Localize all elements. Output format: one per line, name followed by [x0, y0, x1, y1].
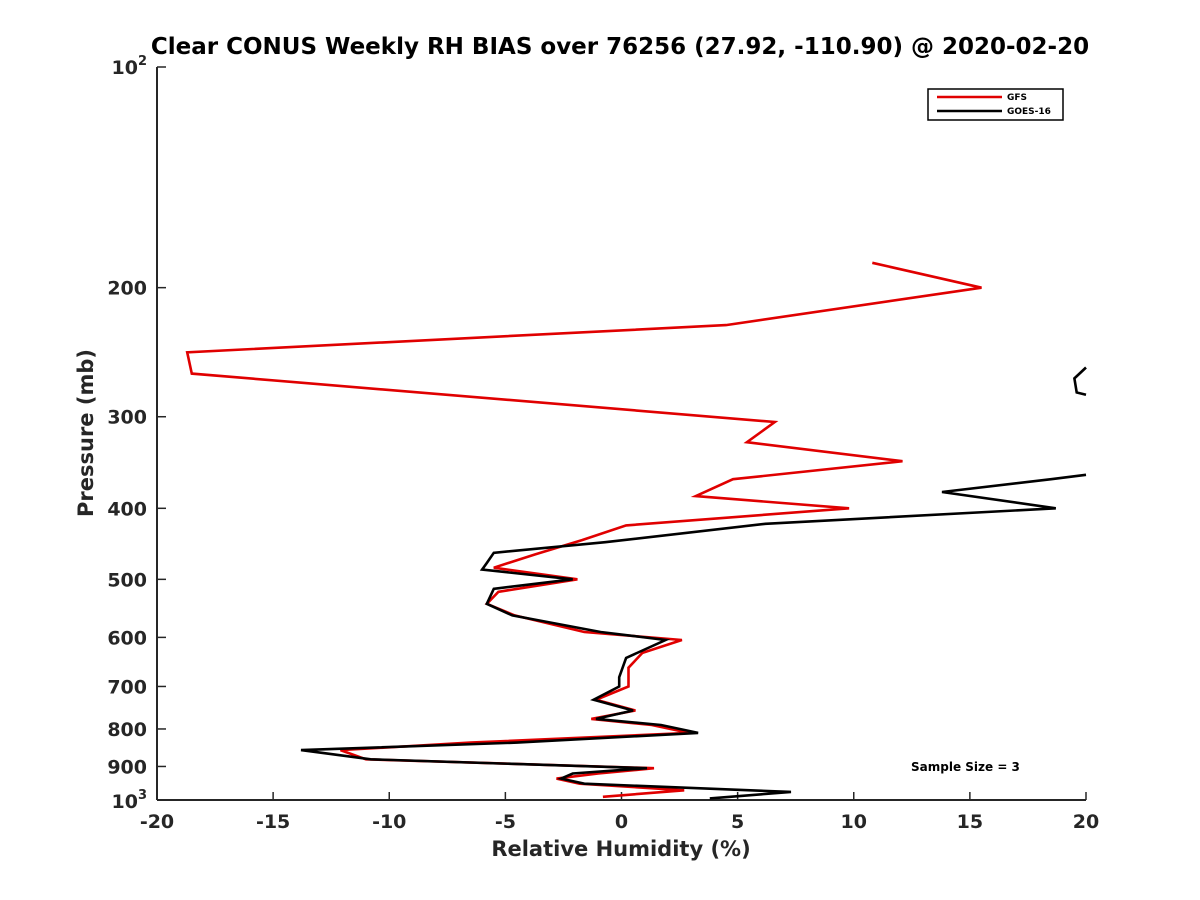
x-tick-label: -15: [256, 811, 290, 833]
y-extreme-top-label: 102: [112, 54, 148, 79]
y-tick-label: 800: [107, 719, 147, 741]
plot-area: [157, 67, 1086, 800]
y-tick-label: 300: [107, 407, 147, 429]
x-tick-label: -20: [140, 811, 174, 833]
legend-label-goes16: GOES-16: [1007, 107, 1051, 117]
sample-size-annotation: Sample Size = 3: [911, 760, 1020, 774]
y-tick-label: 700: [107, 676, 147, 698]
legend-box: [927, 88, 1064, 121]
y-tick-label: 600: [107, 627, 147, 649]
y-axis-label: Pressure (mb): [74, 349, 98, 517]
chart-title: Clear CONUS Weekly RH BIAS over 76256 (2…: [151, 34, 1089, 60]
x-tick-label: 0: [615, 811, 628, 833]
legend-label-gfs: GFS: [1007, 93, 1027, 103]
x-tick-label: -5: [495, 811, 516, 833]
series-line-goes16-1: [1073, 366, 1087, 397]
x-tick-label: -10: [372, 811, 406, 833]
x-tick-label: 10: [841, 811, 867, 833]
series-line-goes16-2: [300, 473, 1087, 800]
y-extreme-bottom-label: 103: [112, 788, 148, 813]
y-tick-label: 400: [107, 498, 147, 520]
y-tick-label: 900: [107, 756, 147, 778]
x-tick-label: 20: [1073, 811, 1099, 833]
x-axis-label: Relative Humidity (%): [491, 837, 750, 861]
legend: GFS GOES-16: [927, 88, 1064, 121]
y-tick-label: 200: [107, 278, 147, 300]
x-tick-label: 5: [731, 811, 744, 833]
y-tick-label: 500: [107, 569, 147, 591]
x-tick-label: 15: [957, 811, 983, 833]
